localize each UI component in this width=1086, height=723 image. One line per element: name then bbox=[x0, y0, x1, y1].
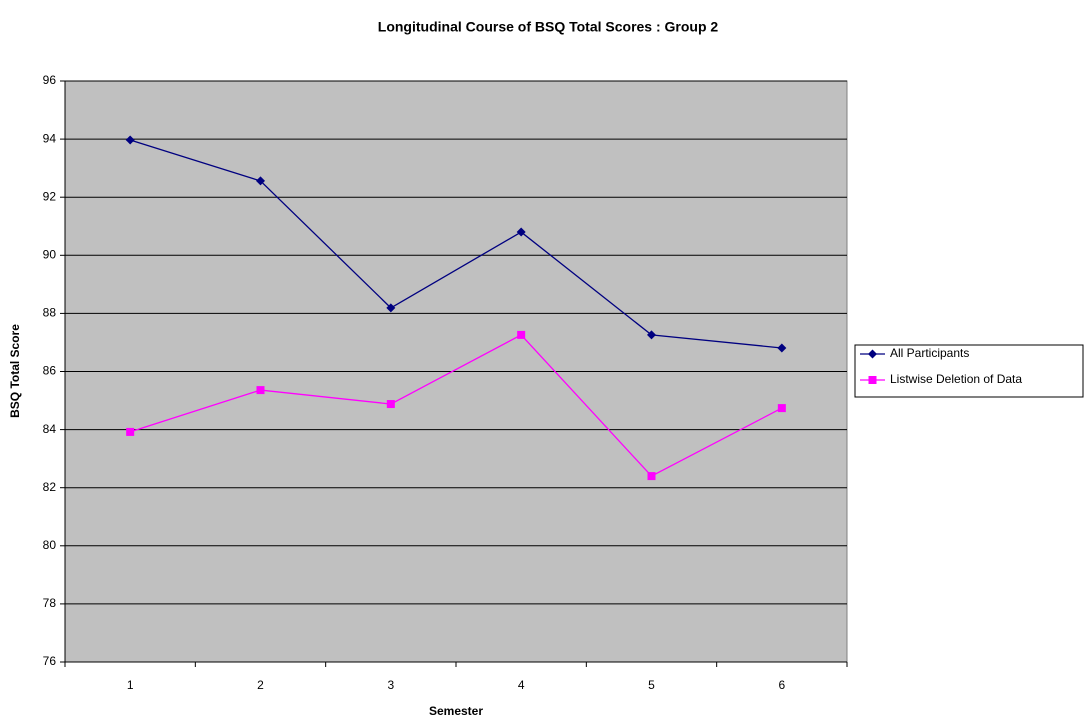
x-tick-label: 6 bbox=[778, 678, 785, 692]
data-point bbox=[126, 427, 135, 436]
y-tick-label: 90 bbox=[43, 247, 57, 261]
chart-title: Longitudinal Course of BSQ Total Scores … bbox=[378, 19, 719, 35]
data-point bbox=[256, 176, 265, 186]
legend-label: All Participants bbox=[890, 346, 969, 360]
y-tick-label: 84 bbox=[43, 422, 57, 436]
legend-marker bbox=[868, 376, 877, 384]
y-tick-label: 82 bbox=[43, 480, 57, 494]
legend-box bbox=[854, 344, 1084, 398]
series-line bbox=[129, 334, 783, 477]
data-point bbox=[386, 400, 395, 409]
y-axis-title: BSQ Total Score bbox=[8, 324, 22, 418]
y-tick-label: 94 bbox=[43, 131, 57, 145]
y-tick-label: 80 bbox=[43, 538, 57, 552]
data-point bbox=[516, 227, 526, 237]
y-tick-label: 86 bbox=[43, 364, 57, 378]
data-point bbox=[647, 472, 656, 481]
data-point bbox=[125, 135, 135, 145]
data-point bbox=[517, 330, 526, 339]
data-point bbox=[647, 330, 656, 340]
data-point bbox=[777, 343, 787, 353]
x-tick-label: 5 bbox=[648, 678, 655, 692]
y-tick-label: 78 bbox=[43, 596, 57, 610]
x-axis-title: Semester bbox=[429, 704, 483, 718]
legend-marker bbox=[868, 349, 877, 359]
x-tick-label: 4 bbox=[518, 678, 525, 692]
y-tick-label: 76 bbox=[43, 654, 57, 668]
data-point bbox=[386, 303, 396, 313]
data-point bbox=[777, 404, 786, 413]
x-tick-label: 2 bbox=[257, 678, 264, 692]
data-point bbox=[256, 386, 265, 395]
y-tick-label: 88 bbox=[43, 306, 57, 320]
y-tick-label: 96 bbox=[43, 73, 57, 87]
legend-label: Listwise Deletion of Data bbox=[890, 372, 1022, 386]
y-tick-label: 92 bbox=[43, 189, 57, 203]
series-line bbox=[129, 139, 782, 349]
x-tick-label: 1 bbox=[127, 678, 134, 692]
x-tick-label: 3 bbox=[387, 678, 394, 692]
